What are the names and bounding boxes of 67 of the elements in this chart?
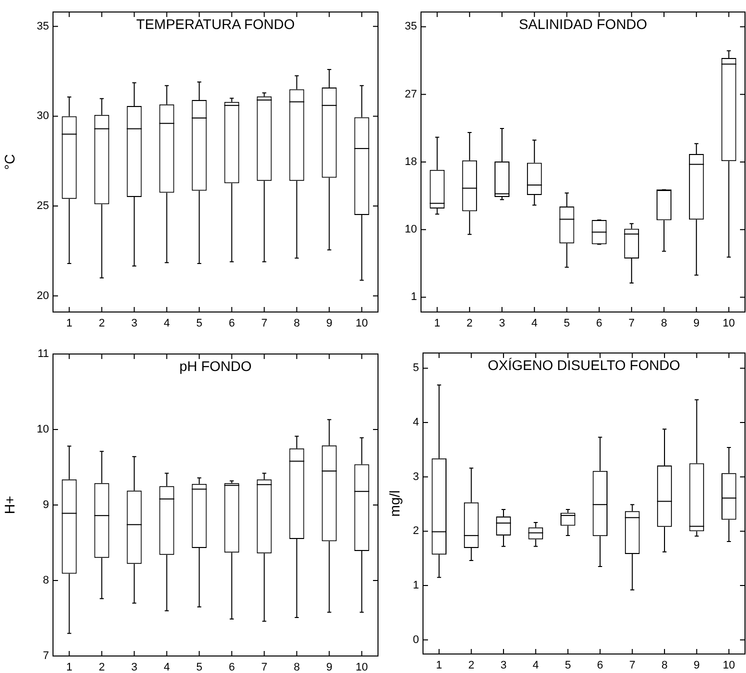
y-tick-label: 7: [42, 650, 49, 662]
x-tick-label: 1: [436, 660, 442, 672]
y-tick-label: 4: [412, 416, 419, 429]
y-tick-label: 1: [412, 580, 419, 592]
x-tick-label: 7: [261, 662, 268, 673]
x-tick-label: 1: [66, 318, 72, 330]
x-tick-label: 5: [564, 660, 571, 672]
x-tick-label: 8: [661, 660, 668, 672]
y-tick-label: 5: [412, 362, 419, 374]
chart-title: SALINIDAD FONDO: [518, 16, 648, 32]
x-tick-label: 9: [693, 318, 700, 330]
x-tick-label: 6: [596, 318, 602, 330]
y-tick-label: 2: [412, 525, 419, 538]
y-tick-label: 1: [410, 291, 417, 304]
x-tick-label: 9: [694, 660, 700, 672]
x-tick-label: 5: [564, 318, 570, 330]
y-tick-label: 0: [412, 634, 419, 646]
x-tick-label: 6: [228, 662, 235, 673]
y-tick-label: 11: [38, 348, 49, 360]
y-tick-label: 18: [404, 156, 417, 168]
y-tick-label: 35: [404, 20, 417, 33]
x-tick-label: 10: [356, 662, 368, 673]
x-tick-label: 3: [498, 318, 506, 330]
x-tick-label: 10: [356, 318, 368, 330]
x-tick-label: 5: [196, 662, 202, 673]
x-tick-label: 4: [531, 318, 538, 330]
y-tick-label: 20: [36, 290, 49, 302]
y-tick-label: 3: [412, 470, 419, 483]
x-tick-label: 2: [98, 318, 105, 330]
x-tick-label: 6: [597, 660, 604, 672]
y-tick-label: 10: [404, 224, 417, 236]
x-tick-label: 3: [500, 660, 507, 672]
chart-title: OXÍGENO DISUELTO FONDO: [488, 356, 680, 373]
x-tick-label: 2: [98, 662, 105, 673]
x-tick-label: 5: [196, 318, 202, 330]
x-tick-label: 10: [722, 318, 735, 330]
x-tick-label: 3: [131, 662, 138, 673]
y-tick-label: 35: [36, 20, 49, 32]
y-tick-label: 25: [36, 200, 49, 212]
x-tick-label: 6: [228, 318, 235, 330]
x-tick-label: 2: [468, 660, 474, 672]
x-tick-label: 7: [261, 318, 268, 330]
x-tick-label: 8: [294, 318, 300, 330]
y-tick-label: 10: [36, 424, 49, 436]
x-tick-label: 7: [629, 660, 636, 672]
chart-title: pH FONDO: [179, 358, 252, 374]
x-tick-label: 4: [164, 318, 170, 330]
x-tick-label: 8: [294, 662, 300, 673]
y-tick-label: 9: [42, 499, 49, 512]
chart-title: TEMPERATURA FONDO: [136, 16, 295, 32]
x-tick-label: 1: [434, 318, 440, 330]
x-tick-label: 8: [660, 318, 668, 330]
x-tick-label: 2: [466, 318, 473, 330]
x-tick-label: 4: [164, 662, 170, 673]
x-tick-label: 9: [326, 662, 332, 673]
y-tick-label: 8: [42, 574, 49, 587]
y-axis-title: mg/l: [386, 490, 402, 517]
x-tick-label: 9: [326, 318, 332, 330]
x-tick-label: 10: [722, 660, 736, 672]
x-tick-label: 4: [532, 660, 539, 672]
y-tick-label: 27: [404, 88, 417, 100]
y-tick-label: 30: [36, 110, 49, 122]
x-tick-label: 7: [628, 318, 635, 330]
y-axis-title: H+: [1, 496, 18, 514]
x-tick-label: 1: [66, 662, 72, 673]
y-axis-title: °C: [1, 154, 18, 170]
x-tick-label: 3: [131, 318, 138, 330]
